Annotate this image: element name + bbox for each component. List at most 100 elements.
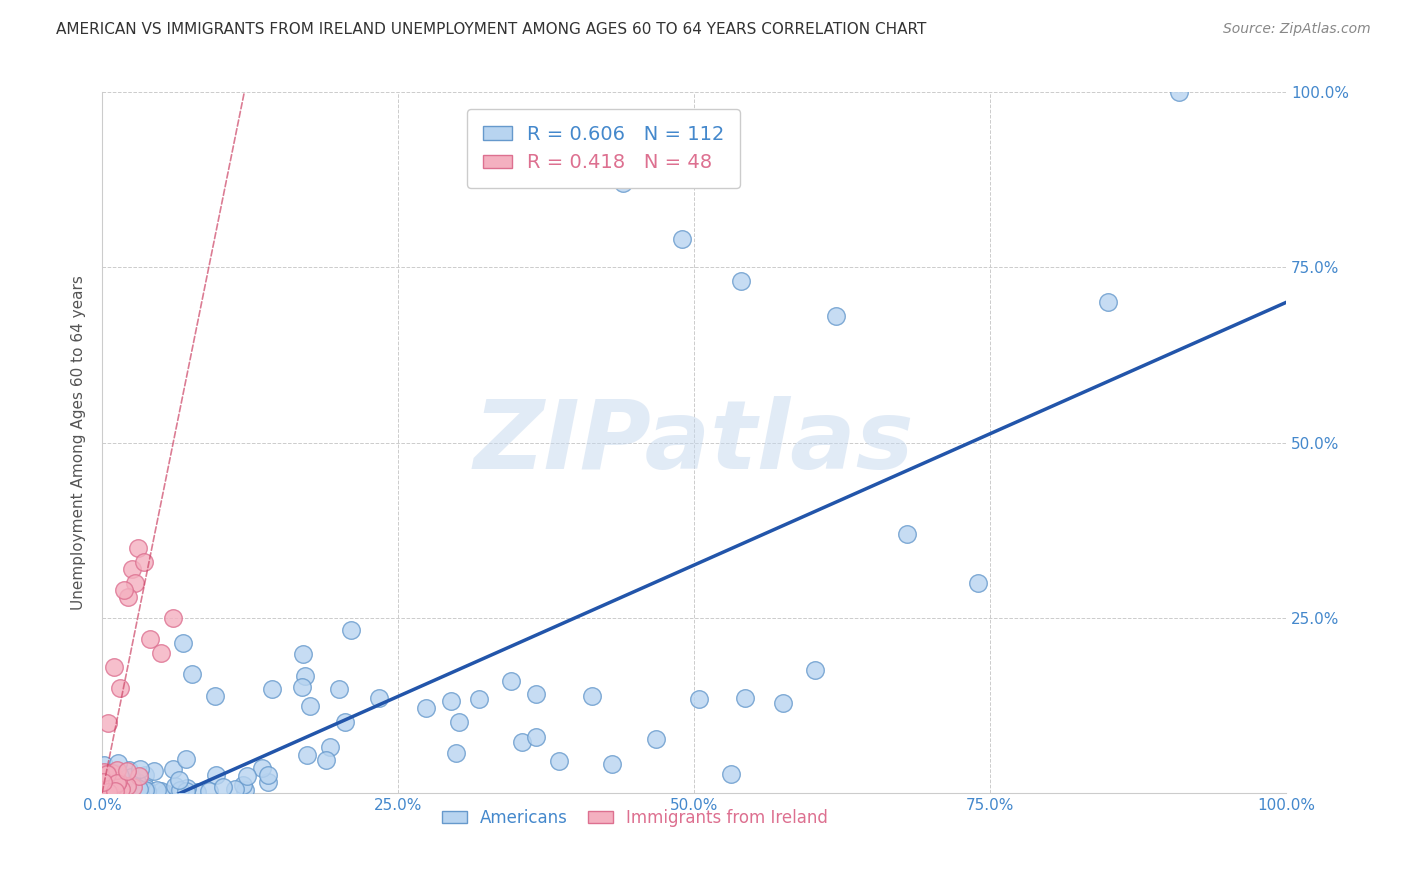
Point [101,778,124,792]
Point [581,689,603,703]
Point [134,783,156,797]
Point [96,772,118,787]
Point [97,785,120,799]
Point [233,783,256,797]
Point [107,774,129,789]
Point [96,767,118,781]
Point [104,784,127,798]
Point [142,764,165,778]
Point [118,763,141,777]
Point [135,785,157,799]
Point [96,775,118,789]
Point [112,582,135,597]
Point [600,757,623,772]
Point [98,772,121,787]
Point [127,541,149,555]
Point [125,783,148,797]
Point [100,780,122,795]
Point [104,778,127,792]
Point [121,561,143,575]
Point [163,779,186,793]
Point [224,781,246,796]
Point [97,782,120,797]
Point [103,785,125,799]
Point [94,781,117,796]
Point [180,667,202,681]
Point [804,663,827,677]
Point [134,785,156,799]
Point [104,784,127,798]
Point [132,555,155,569]
Point [172,636,194,650]
Point [117,590,139,604]
Point [299,698,322,713]
Point [524,687,547,701]
Point [291,680,314,694]
Point [93,764,115,779]
Point [98,772,121,786]
Point [110,778,132,792]
Point [501,673,523,688]
Point [260,681,283,696]
Point [91,780,114,795]
Point [114,770,136,784]
Point [447,715,470,730]
Point [115,764,138,778]
Point [135,780,157,795]
Point [120,770,142,784]
Point [91,785,114,799]
Y-axis label: Unemployment Among Ages 60 to 64 years: Unemployment Among Ages 60 to 64 years [72,275,86,610]
Point [328,681,350,696]
Point [153,786,176,800]
Point [896,526,918,541]
Point [118,785,141,799]
Point [96,771,118,785]
Point [162,610,184,624]
Point [825,310,848,324]
Point [108,780,131,794]
Point [174,752,197,766]
Point [340,624,363,638]
Point [105,775,128,789]
Point [205,768,228,782]
Point [93,757,115,772]
Point [548,754,571,768]
Point [101,780,124,795]
Point [100,775,122,789]
Point [734,690,756,705]
Point [107,756,129,770]
Point [103,659,125,673]
Point [105,776,128,790]
Point [96,766,118,780]
Point [124,575,146,590]
Point [94,770,117,784]
Text: ZIPatlas: ZIPatlas [474,396,914,489]
Point [112,777,135,791]
Point [93,786,115,800]
Point [124,784,146,798]
Point [730,275,752,289]
Text: AMERICAN VS IMMIGRANTS FROM IRELAND UNEMPLOYMENT AMONG AGES 60 TO 64 YEARS CORRE: AMERICAN VS IMMIGRANTS FROM IRELAND UNEM… [56,22,927,37]
Point [257,775,280,789]
Point [96,780,118,794]
Point [250,761,273,775]
Point [93,783,115,797]
Point [121,780,143,794]
Point [94,780,117,795]
Point [112,781,135,796]
Text: Source: ZipAtlas.com: Source: ZipAtlas.com [1223,22,1371,37]
Point [212,780,235,794]
Point [720,766,742,780]
Point [368,691,391,706]
Point [115,779,138,793]
Point [98,782,121,797]
Point [101,780,124,795]
Point [96,777,118,791]
Point [671,232,693,246]
Point [96,768,118,782]
Point [236,769,259,783]
Point [1097,295,1119,310]
Point [232,778,254,792]
Point [91,764,114,779]
Point [198,784,221,798]
